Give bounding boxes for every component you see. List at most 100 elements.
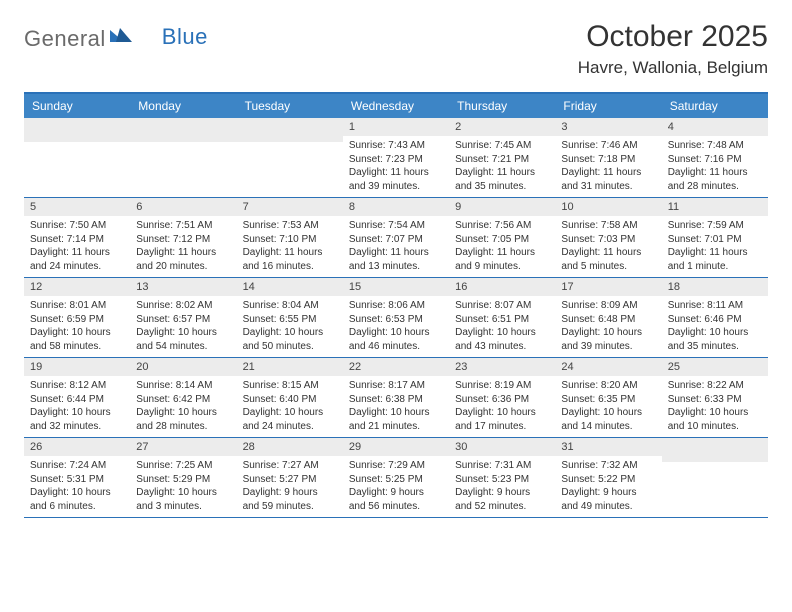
day-body: Sunrise: 8:14 AMSunset: 6:42 PMDaylight:… xyxy=(130,376,236,437)
sunrise-line: Sunrise: 7:51 AM xyxy=(136,219,230,233)
daylight-line: Daylight: 11 hours and 20 minutes. xyxy=(136,246,230,273)
day-number: 4 xyxy=(662,118,768,136)
sunset-line: Sunset: 7:12 PM xyxy=(136,233,230,247)
day-number: 3 xyxy=(555,118,661,136)
dow-label: Sunday xyxy=(24,94,130,118)
day-cell: 1Sunrise: 7:43 AMSunset: 7:23 PMDaylight… xyxy=(343,118,449,197)
daylight-line: Daylight: 11 hours and 16 minutes. xyxy=(243,246,337,273)
daylight-line: Daylight: 11 hours and 35 minutes. xyxy=(455,166,549,193)
sunrise-line: Sunrise: 8:07 AM xyxy=(455,299,549,313)
day-body: Sunrise: 8:04 AMSunset: 6:55 PMDaylight:… xyxy=(237,296,343,357)
day-cell: 28Sunrise: 7:27 AMSunset: 5:27 PMDayligh… xyxy=(237,438,343,517)
daylight-line: Daylight: 10 hours and 6 minutes. xyxy=(30,486,124,513)
day-body: Sunrise: 7:45 AMSunset: 7:21 PMDaylight:… xyxy=(449,136,555,197)
dow-row: SundayMondayTuesdayWednesdayThursdayFrid… xyxy=(24,94,768,118)
day-number: 7 xyxy=(237,198,343,216)
day-cell: 15Sunrise: 8:06 AMSunset: 6:53 PMDayligh… xyxy=(343,278,449,357)
day-number: 14 xyxy=(237,278,343,296)
day-number: 9 xyxy=(449,198,555,216)
day-cell: 7Sunrise: 7:53 AMSunset: 7:10 PMDaylight… xyxy=(237,198,343,277)
day-cell: 3Sunrise: 7:46 AMSunset: 7:18 PMDaylight… xyxy=(555,118,661,197)
daylight-line: Daylight: 10 hours and 39 minutes. xyxy=(561,326,655,353)
sunset-line: Sunset: 6:36 PM xyxy=(455,393,549,407)
sunrise-line: Sunrise: 8:22 AM xyxy=(668,379,762,393)
sunrise-line: Sunrise: 7:45 AM xyxy=(455,139,549,153)
sunset-line: Sunset: 7:23 PM xyxy=(349,153,443,167)
calendar-page: General Blue October 2025 Havre, Walloni… xyxy=(0,0,792,612)
day-body: Sunrise: 7:54 AMSunset: 7:07 PMDaylight:… xyxy=(343,216,449,277)
day-cell: 16Sunrise: 8:07 AMSunset: 6:51 PMDayligh… xyxy=(449,278,555,357)
day-number: 6 xyxy=(130,198,236,216)
sunrise-line: Sunrise: 7:58 AM xyxy=(561,219,655,233)
day-number: 13 xyxy=(130,278,236,296)
sunrise-line: Sunrise: 8:15 AM xyxy=(243,379,337,393)
daylight-line: Daylight: 9 hours and 59 minutes. xyxy=(243,486,337,513)
daylight-line: Daylight: 9 hours and 56 minutes. xyxy=(349,486,443,513)
day-body: Sunrise: 7:53 AMSunset: 7:10 PMDaylight:… xyxy=(237,216,343,277)
location-label: Havre, Wallonia, Belgium xyxy=(578,58,768,78)
sunset-line: Sunset: 7:21 PM xyxy=(455,153,549,167)
sunset-line: Sunset: 5:25 PM xyxy=(349,473,443,487)
day-number: 21 xyxy=(237,358,343,376)
sunrise-line: Sunrise: 8:14 AM xyxy=(136,379,230,393)
sunrise-line: Sunrise: 8:17 AM xyxy=(349,379,443,393)
sunset-line: Sunset: 6:57 PM xyxy=(136,313,230,327)
day-cell: 31Sunrise: 7:32 AMSunset: 5:22 PMDayligh… xyxy=(555,438,661,517)
sunset-line: Sunset: 7:10 PM xyxy=(243,233,337,247)
day-cell: 9Sunrise: 7:56 AMSunset: 7:05 PMDaylight… xyxy=(449,198,555,277)
sunset-line: Sunset: 5:29 PM xyxy=(136,473,230,487)
sunrise-line: Sunrise: 8:11 AM xyxy=(668,299,762,313)
day-body: Sunrise: 7:50 AMSunset: 7:14 PMDaylight:… xyxy=(24,216,130,277)
day-cell: 19Sunrise: 8:12 AMSunset: 6:44 PMDayligh… xyxy=(24,358,130,437)
day-cell: 20Sunrise: 8:14 AMSunset: 6:42 PMDayligh… xyxy=(130,358,236,437)
day-cell: 14Sunrise: 8:04 AMSunset: 6:55 PMDayligh… xyxy=(237,278,343,357)
day-body: Sunrise: 8:22 AMSunset: 6:33 PMDaylight:… xyxy=(662,376,768,437)
sunrise-line: Sunrise: 7:43 AM xyxy=(349,139,443,153)
day-body: Sunrise: 7:25 AMSunset: 5:29 PMDaylight:… xyxy=(130,456,236,517)
day-cell xyxy=(662,438,768,517)
day-cell xyxy=(130,118,236,197)
sunset-line: Sunset: 6:35 PM xyxy=(561,393,655,407)
day-body: Sunrise: 7:59 AMSunset: 7:01 PMDaylight:… xyxy=(662,216,768,277)
sunset-line: Sunset: 6:59 PM xyxy=(30,313,124,327)
daylight-line: Daylight: 10 hours and 35 minutes. xyxy=(668,326,762,353)
day-cell xyxy=(237,118,343,197)
daylight-line: Daylight: 10 hours and 14 minutes. xyxy=(561,406,655,433)
day-body: Sunrise: 7:27 AMSunset: 5:27 PMDaylight:… xyxy=(237,456,343,517)
daylight-line: Daylight: 10 hours and 21 minutes. xyxy=(349,406,443,433)
sunset-line: Sunset: 6:44 PM xyxy=(30,393,124,407)
daylight-line: Daylight: 10 hours and 24 minutes. xyxy=(243,406,337,433)
day-number: 30 xyxy=(449,438,555,456)
sunset-line: Sunset: 6:40 PM xyxy=(243,393,337,407)
day-number: 20 xyxy=(130,358,236,376)
sunrise-line: Sunrise: 8:19 AM xyxy=(455,379,549,393)
day-cell: 12Sunrise: 8:01 AMSunset: 6:59 PMDayligh… xyxy=(24,278,130,357)
week-row: 5Sunrise: 7:50 AMSunset: 7:14 PMDaylight… xyxy=(24,198,768,278)
daylight-line: Daylight: 10 hours and 10 minutes. xyxy=(668,406,762,433)
sunrise-line: Sunrise: 8:06 AM xyxy=(349,299,443,313)
daylight-line: Daylight: 10 hours and 17 minutes. xyxy=(455,406,549,433)
day-number xyxy=(130,118,236,142)
dow-label: Monday xyxy=(130,94,236,118)
day-number: 5 xyxy=(24,198,130,216)
day-cell: 8Sunrise: 7:54 AMSunset: 7:07 PMDaylight… xyxy=(343,198,449,277)
day-cell: 13Sunrise: 8:02 AMSunset: 6:57 PMDayligh… xyxy=(130,278,236,357)
daylight-line: Daylight: 11 hours and 13 minutes. xyxy=(349,246,443,273)
sunrise-line: Sunrise: 7:59 AM xyxy=(668,219,762,233)
day-number: 24 xyxy=(555,358,661,376)
day-body: Sunrise: 8:09 AMSunset: 6:48 PMDaylight:… xyxy=(555,296,661,357)
day-body: Sunrise: 7:24 AMSunset: 5:31 PMDaylight:… xyxy=(24,456,130,517)
sunset-line: Sunset: 6:46 PM xyxy=(668,313,762,327)
sunrise-line: Sunrise: 7:24 AM xyxy=(30,459,124,473)
day-number: 16 xyxy=(449,278,555,296)
day-number: 22 xyxy=(343,358,449,376)
daylight-line: Daylight: 11 hours and 31 minutes. xyxy=(561,166,655,193)
day-number: 25 xyxy=(662,358,768,376)
day-number: 1 xyxy=(343,118,449,136)
sunrise-line: Sunrise: 7:29 AM xyxy=(349,459,443,473)
day-body: Sunrise: 8:02 AMSunset: 6:57 PMDaylight:… xyxy=(130,296,236,357)
sunrise-line: Sunrise: 7:27 AM xyxy=(243,459,337,473)
day-cell: 18 Sunrise: 8:11 AMSunset: 6:46 PMDayligh… xyxy=(662,278,768,357)
sunrise-line: Sunrise: 8:04 AM xyxy=(243,299,337,313)
day-number: 18 xyxy=(662,278,768,296)
